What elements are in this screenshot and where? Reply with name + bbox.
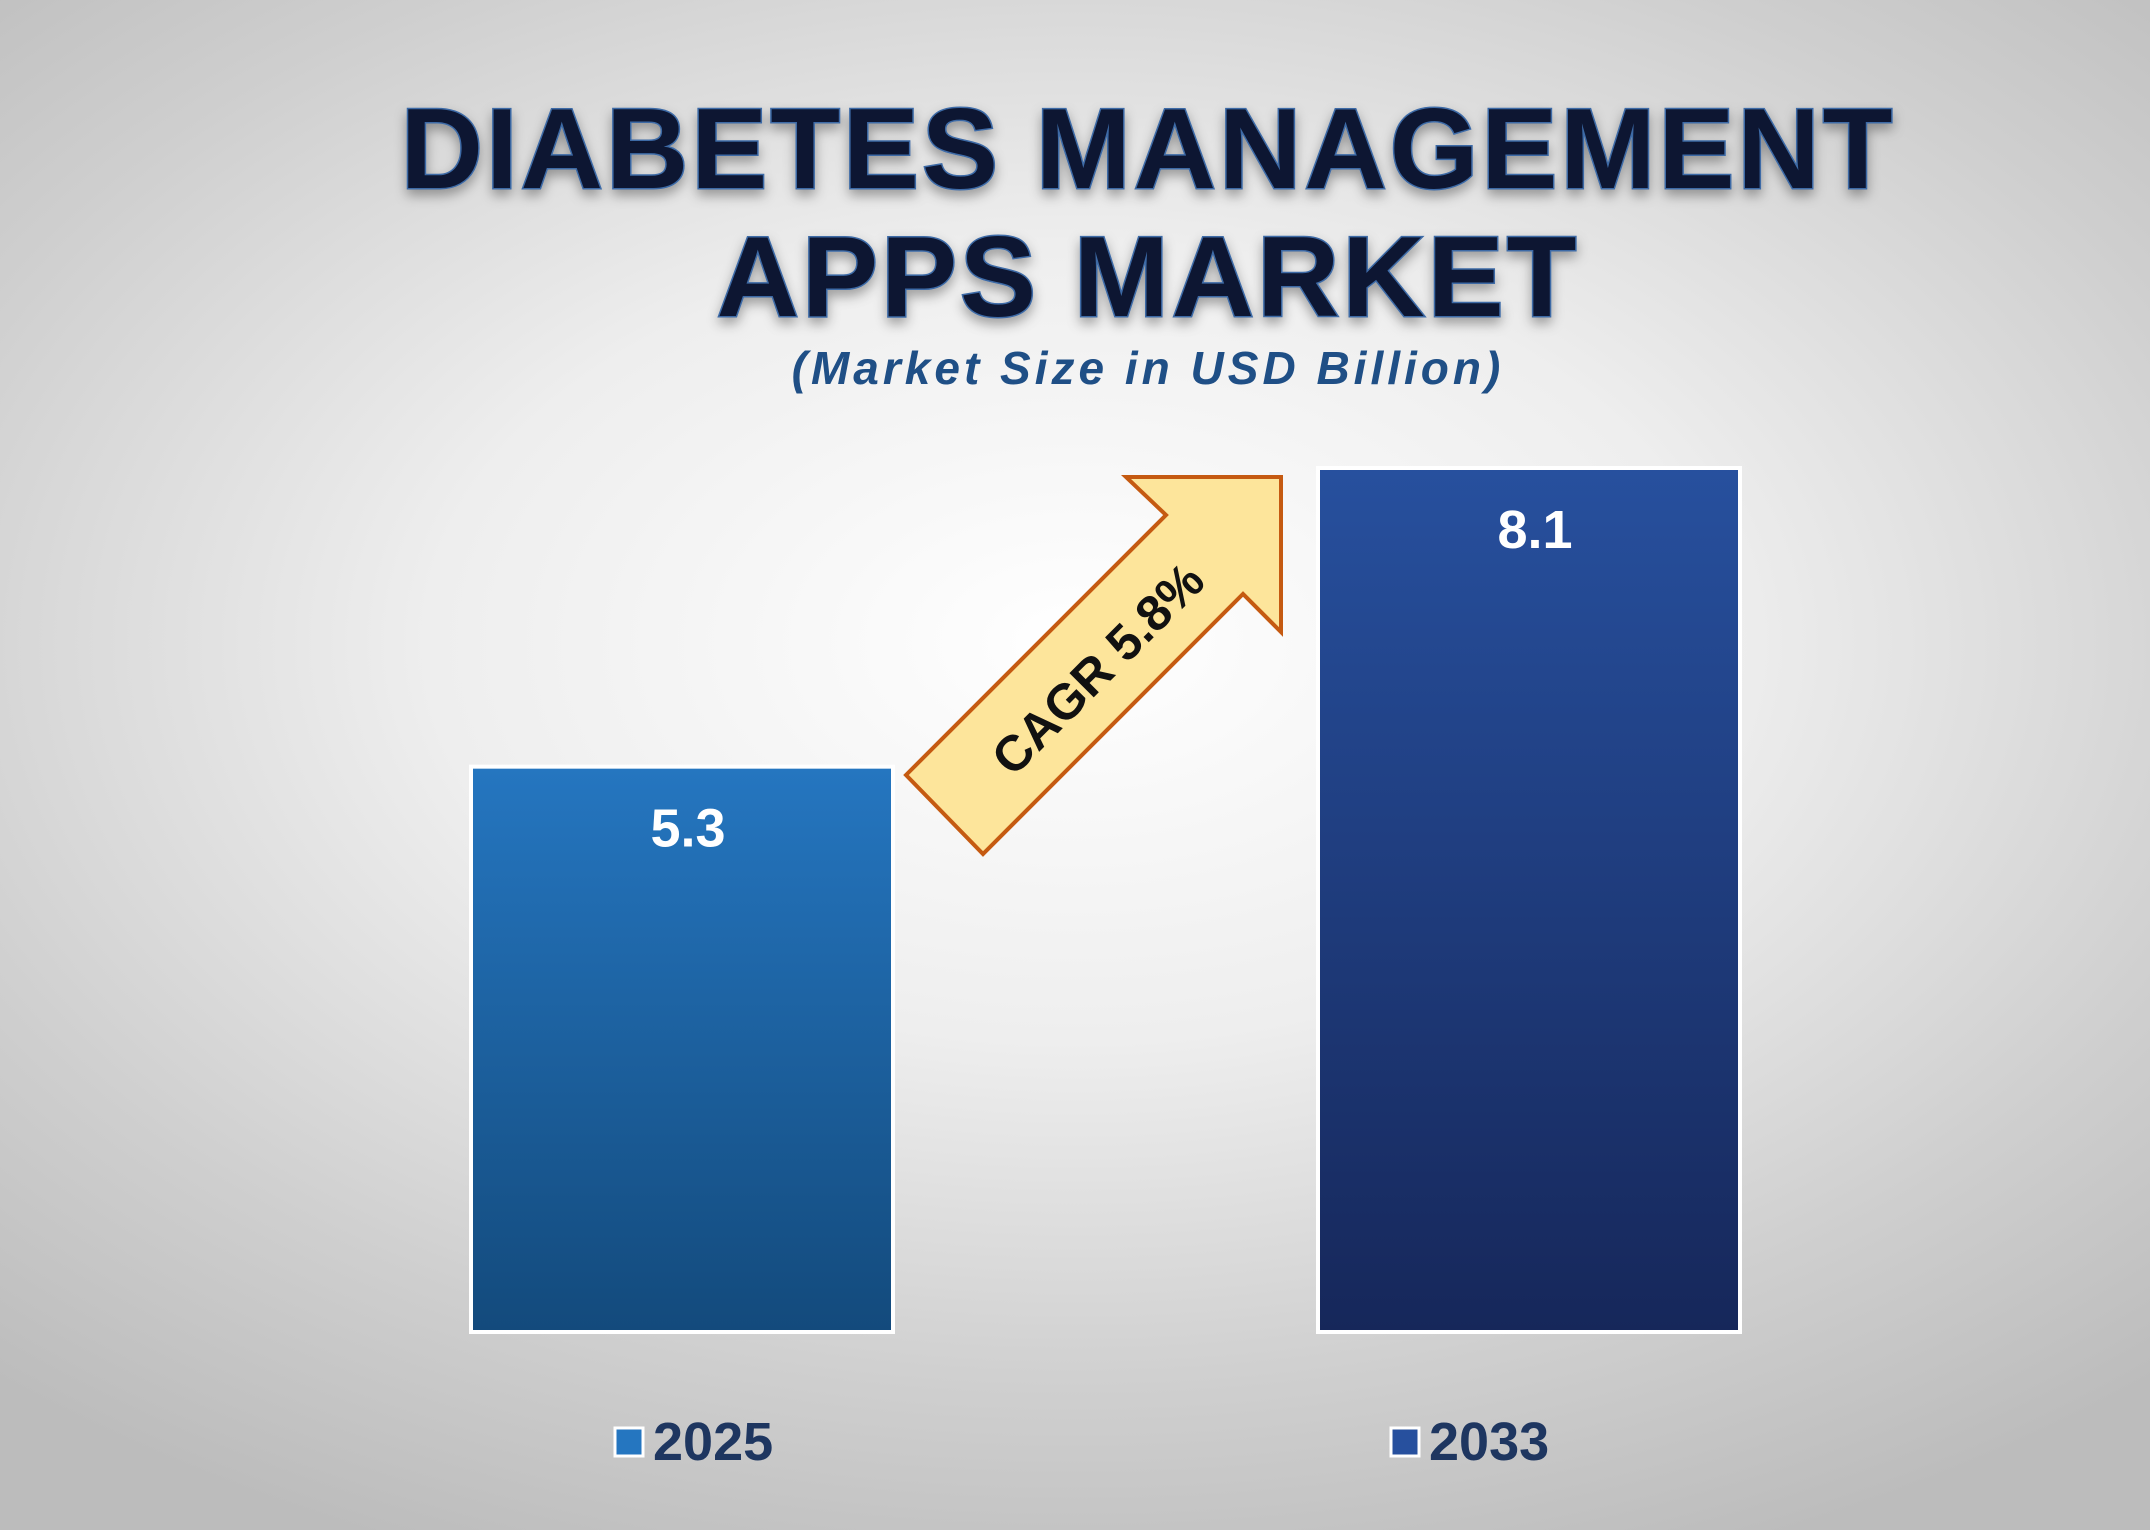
chart-title-line-2: APPS MARKET [717,214,1580,341]
bar-2025 [469,764,895,1334]
legend: 2025 2033 [613,1412,1549,1472]
bars-layer: 5.3 8.1 [469,466,1742,1334]
legend-swatch-2033 [1389,1426,1421,1458]
data-label-2025: 5.3 [650,799,725,859]
data-label-2033: 8.1 [1497,500,1572,560]
chart-title-line-1: DIABETES MANAGEMENT [401,86,1896,213]
cagr-arrow: CAGR 5.8% [903,475,1283,857]
bar-2033 [1316,466,1742,1334]
cagr-arrow-shape [903,475,1283,857]
legend-swatch-2025 [613,1426,645,1458]
legend-label-2025: 2025 [653,1412,773,1472]
legend-label-2033: 2033 [1429,1412,1549,1472]
chart-subtitle: (Market Size in USD Billion) [792,342,1505,394]
